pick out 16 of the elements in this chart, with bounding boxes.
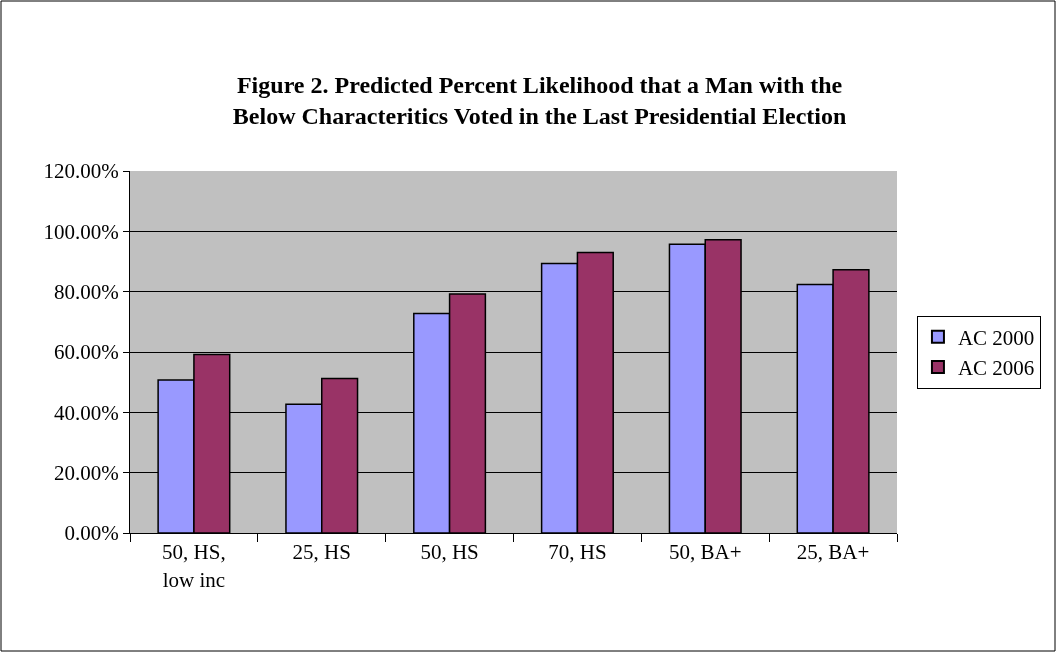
x-tick-label: 25, BA+: [796, 540, 870, 565]
x-tick-label: 50, BA+: [668, 540, 742, 565]
legend-label: AC 2000: [957, 325, 1035, 350]
y-tick-label: 120.00%: [43, 159, 119, 184]
y-tick-label: 80.00%: [54, 280, 119, 305]
x-tick-label: 50, HS: [420, 540, 479, 565]
y-tick-label: 60.00%: [54, 340, 119, 365]
legend-label: AC 2006: [957, 356, 1035, 381]
x-tick-label: 50, HS, low inc: [162, 540, 226, 592]
y-tick-label: 20.00%: [54, 461, 119, 486]
x-tick-label: 25, HS: [292, 540, 351, 565]
y-tick-label: 0.00%: [64, 521, 119, 546]
y-tick-label: 40.00%: [54, 400, 119, 425]
y-tick-label: 100.00%: [43, 219, 119, 244]
x-tick-label: 70, HS: [548, 540, 607, 565]
chart-title: Figure 2. Predicted Percent Likelihood that a Man with the Below Characteritics Voted in the Last Presidential Election: [232, 72, 847, 130]
